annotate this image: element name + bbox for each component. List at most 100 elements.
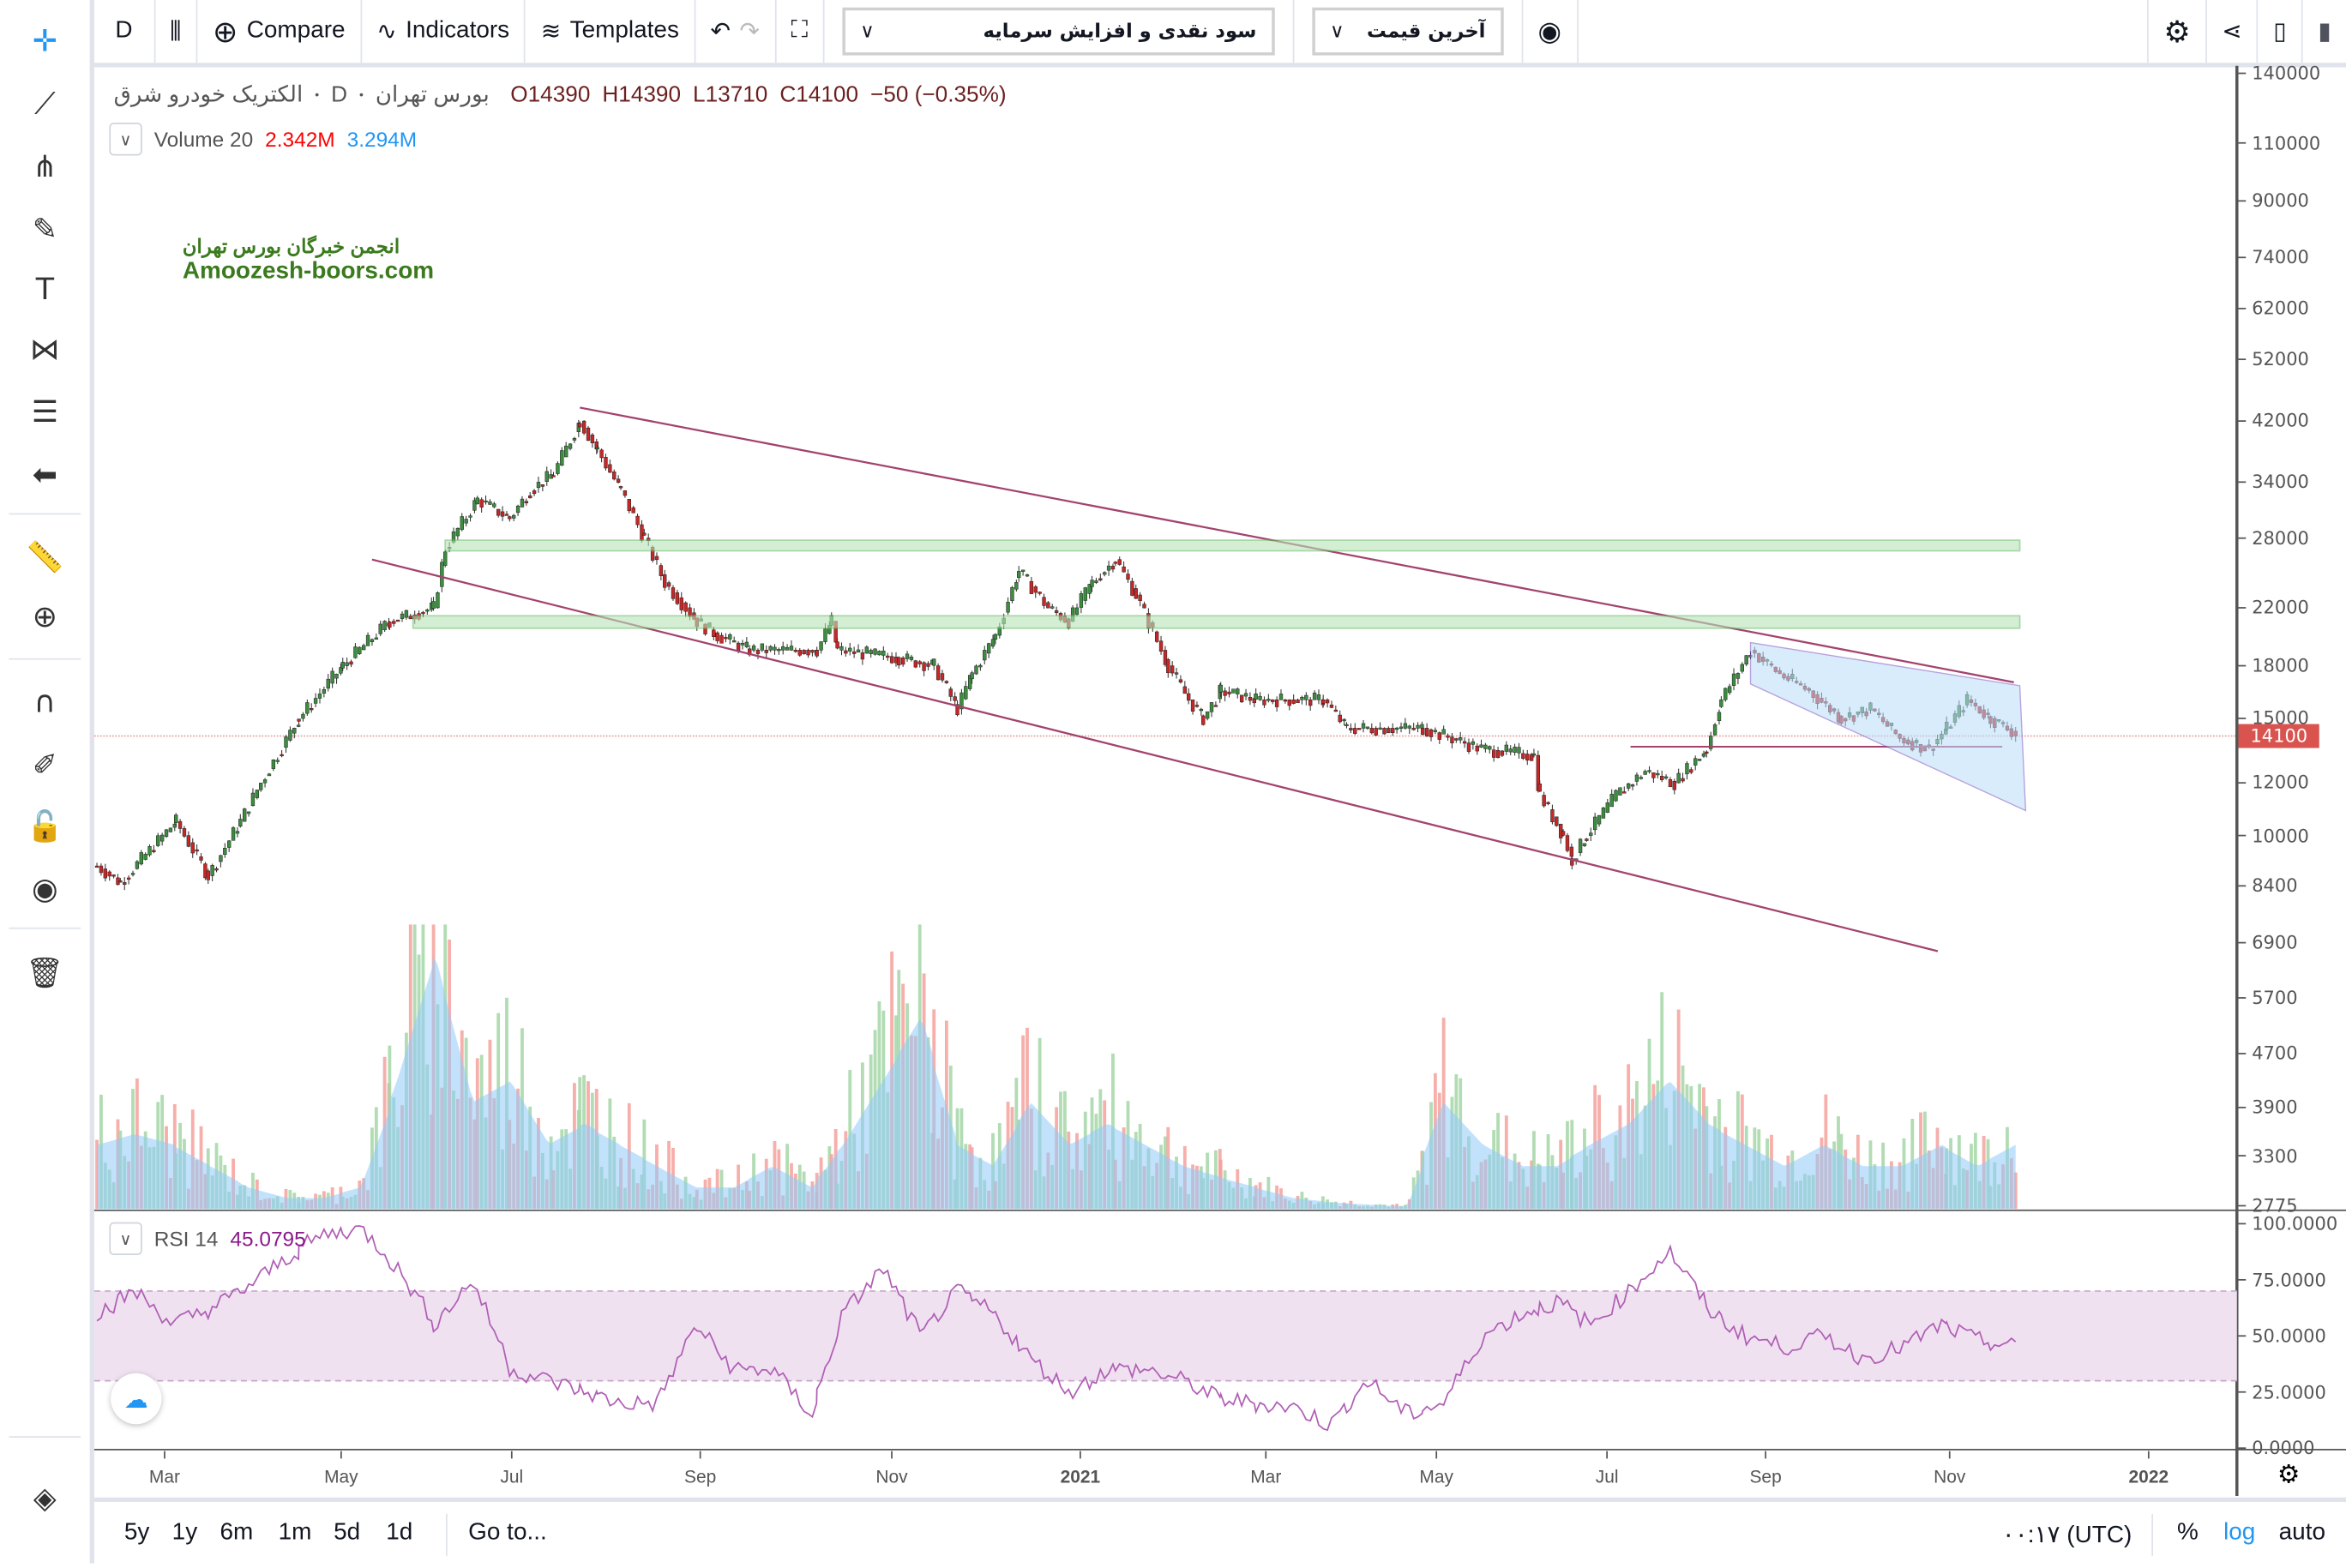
candle-up — [990, 639, 996, 647]
range-button-1d[interactable]: 1d — [386, 1519, 413, 1546]
range-button-5y[interactable]: 5y — [123, 1519, 150, 1546]
log-toggle[interactable]: log — [2223, 1519, 2256, 1546]
candle-down — [608, 464, 612, 473]
candle-down — [1356, 728, 1362, 730]
candle-up — [1020, 569, 1026, 572]
candle-down — [715, 632, 719, 641]
text-tool[interactable]: T — [15, 263, 75, 314]
interval-button[interactable]: D — [94, 0, 155, 63]
candle-down — [1213, 705, 1218, 707]
delete-button[interactable]: ▮ — [2303, 0, 2346, 63]
candle-down — [666, 582, 671, 587]
fib-tool[interactable]: ☰ — [15, 386, 75, 436]
trendline-tool[interactable]: ⟋ — [15, 78, 75, 129]
price-type-dropdown[interactable]: ∨ آخرین قیمت — [1312, 7, 1504, 56]
unlock-tool[interactable]: 🔓 — [15, 801, 75, 851]
candle-up — [374, 637, 379, 640]
layers-tool[interactable]: ◈ — [15, 1472, 75, 1523]
crosshair-tool[interactable]: ✛ — [15, 15, 75, 65]
snapshot-button[interactable]: ▯ — [2259, 0, 2303, 63]
goto-button[interactable]: Go to... — [468, 1519, 547, 1546]
toolbar-divider — [9, 927, 81, 929]
pitchfork-tool[interactable]: ⋔ — [15, 141, 75, 191]
candle-up — [1199, 708, 1204, 712]
pattern-tool[interactable]: ⋈ — [15, 323, 75, 374]
range-button-1m[interactable]: 1m — [278, 1519, 312, 1546]
chart-type-button[interactable]: ⫴ — [155, 0, 198, 63]
indicators-button[interactable]: ∿ Indicators — [362, 0, 526, 63]
candle-down — [1117, 559, 1122, 565]
candle-down — [581, 420, 586, 434]
candle-down — [280, 754, 284, 757]
range-button-1y[interactable]: 1y — [171, 1519, 198, 1546]
candle-down — [797, 650, 802, 656]
candle-up — [1697, 759, 1702, 761]
candle-up — [1479, 744, 1483, 748]
candle-down — [1174, 672, 1179, 675]
fullscreen-button[interactable]: ⛶ — [776, 0, 825, 63]
candle-down — [1421, 728, 1425, 735]
zoom-in-tool[interactable]: ⊕ — [15, 591, 75, 641]
auto-toggle[interactable]: auto — [2278, 1519, 2325, 1546]
eye-tool[interactable]: ◉ — [15, 863, 75, 914]
candle-up — [1017, 571, 1021, 579]
share-button[interactable]: ⋖ — [2207, 0, 2259, 63]
toolbar-divider — [9, 513, 81, 515]
time-tick-label: Sep — [684, 1466, 717, 1487]
settings-button[interactable]: ⚙ — [2147, 0, 2207, 63]
logo-button[interactable]: ☁ — [111, 1373, 162, 1425]
pitchfork-icon: ⋔ — [32, 147, 57, 184]
candle-up — [358, 646, 362, 654]
candle-down — [599, 449, 604, 459]
axis-settings-button[interactable]: ⚙ — [2277, 1460, 2301, 1490]
candle-down — [1555, 816, 1559, 826]
percent-toggle[interactable]: % — [2176, 1519, 2199, 1546]
candle-up — [1717, 712, 1722, 721]
candle-up — [1693, 758, 1698, 766]
candle-down — [755, 650, 761, 654]
templates-button[interactable]: ≋ Templates — [526, 0, 696, 63]
candle-down — [1182, 686, 1188, 694]
rsi-tick-label: 50.0000 — [2252, 1325, 2326, 1347]
candle-up — [1025, 574, 1030, 577]
price-tick-label: 3300 — [2252, 1144, 2298, 1167]
rsi-band — [93, 1290, 2237, 1381]
collapse-volume-button[interactable]: ∨ — [109, 123, 142, 156]
indicators-icon: ∿ — [376, 19, 397, 45]
back-arrow-tool[interactable]: ⬅ — [15, 449, 75, 500]
ruler-tool[interactable]: 📏 — [15, 531, 75, 581]
redo-icon[interactable]: ↷ — [739, 19, 760, 45]
compare-button[interactable]: ⊕ Compare — [198, 0, 362, 63]
templates-label: Templates — [569, 17, 679, 44]
candle-down — [1349, 728, 1353, 730]
candle-down — [524, 501, 529, 503]
trash-tool[interactable]: 🗑 — [15, 947, 75, 998]
volume-value: 2.342M — [265, 127, 335, 152]
undo-icon[interactable]: ↶ — [710, 19, 731, 45]
time-tick-label: Mar — [148, 1466, 180, 1487]
time-tick-label: Mar — [1250, 1466, 1282, 1487]
candle-up — [964, 686, 968, 700]
timezone-button[interactable]: ۰۰:۱۷ (UTC) — [2001, 1523, 2132, 1549]
candle-up — [1278, 694, 1284, 700]
collapse-rsi-button[interactable]: ∨ — [109, 1222, 142, 1256]
visibility-button[interactable]: ◉ — [1521, 0, 1579, 63]
candle-up — [856, 649, 861, 653]
range-button-6m[interactable]: 6m — [220, 1519, 254, 1546]
brush-tool[interactable]: ✎ — [15, 203, 75, 254]
lock-pencil-tool[interactable]: ✐ — [15, 739, 75, 790]
candle-down — [635, 515, 640, 526]
candle-up — [819, 641, 823, 651]
candle-down — [860, 652, 865, 660]
range-button-5d[interactable]: 5d — [334, 1519, 361, 1546]
candle-down — [1374, 728, 1378, 736]
magnet-tool[interactable]: ∩ — [15, 676, 75, 727]
dividend-adjust-dropdown[interactable]: ∨ سود نقدی و افزایش سرمایه — [842, 7, 1275, 56]
candle-up — [909, 656, 914, 660]
price-tick-label: 34000 — [2252, 472, 2309, 493]
candle-down — [94, 865, 99, 868]
candle-down — [1033, 586, 1038, 593]
price-tick-label: 110000 — [2252, 132, 2321, 153]
candle-down — [1585, 838, 1589, 841]
